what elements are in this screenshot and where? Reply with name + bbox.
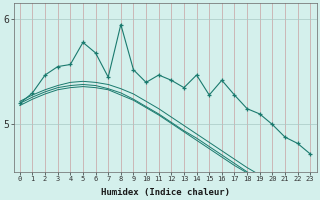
X-axis label: Humidex (Indice chaleur): Humidex (Indice chaleur) — [100, 188, 229, 197]
